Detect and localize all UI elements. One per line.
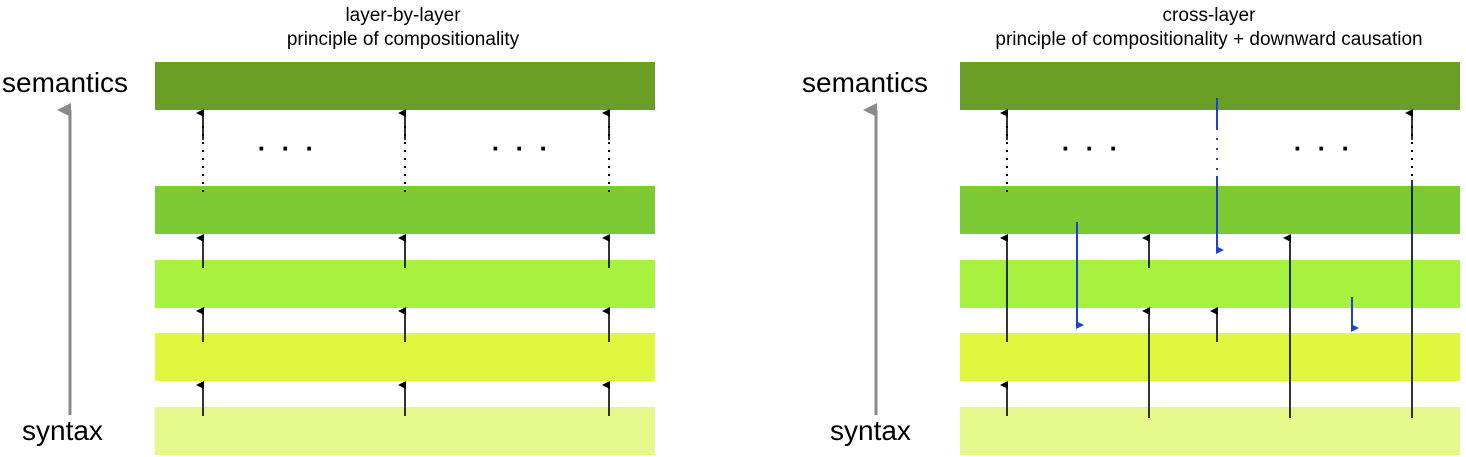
left-title-line2: principle of compositionality	[287, 29, 520, 50]
right-ellipsis: · · ·	[1294, 133, 1354, 163]
right-title-line1: cross-layer	[1163, 5, 1257, 26]
left-panel: layer-by-layer principle of compositiona…	[2, 5, 655, 455]
right-panel: cross-layer principle of compositionalit…	[802, 5, 1460, 455]
right-layer-4	[960, 333, 1460, 381]
right-layer-syntax	[960, 407, 1460, 455]
right-layer-2	[960, 186, 1460, 234]
left-ellipsis: · · ·	[492, 133, 552, 163]
left-syntax-label: syntax	[22, 415, 103, 446]
right-layer-3	[960, 260, 1460, 308]
right-semantics-label: semantics	[802, 67, 928, 98]
left-title-line1: layer-by-layer	[345, 5, 461, 26]
right-layer-semantics	[960, 62, 1460, 110]
right-title-line2: principle of compositionality + downward…	[995, 29, 1422, 50]
left-semantics-label: semantics	[2, 67, 128, 98]
left-ellipsis: · · ·	[258, 133, 318, 163]
right-syntax-label: syntax	[830, 415, 911, 446]
left-layer-semantics	[155, 62, 655, 110]
left-layer-2	[155, 186, 655, 234]
right-ellipsis: · · ·	[1062, 133, 1122, 163]
